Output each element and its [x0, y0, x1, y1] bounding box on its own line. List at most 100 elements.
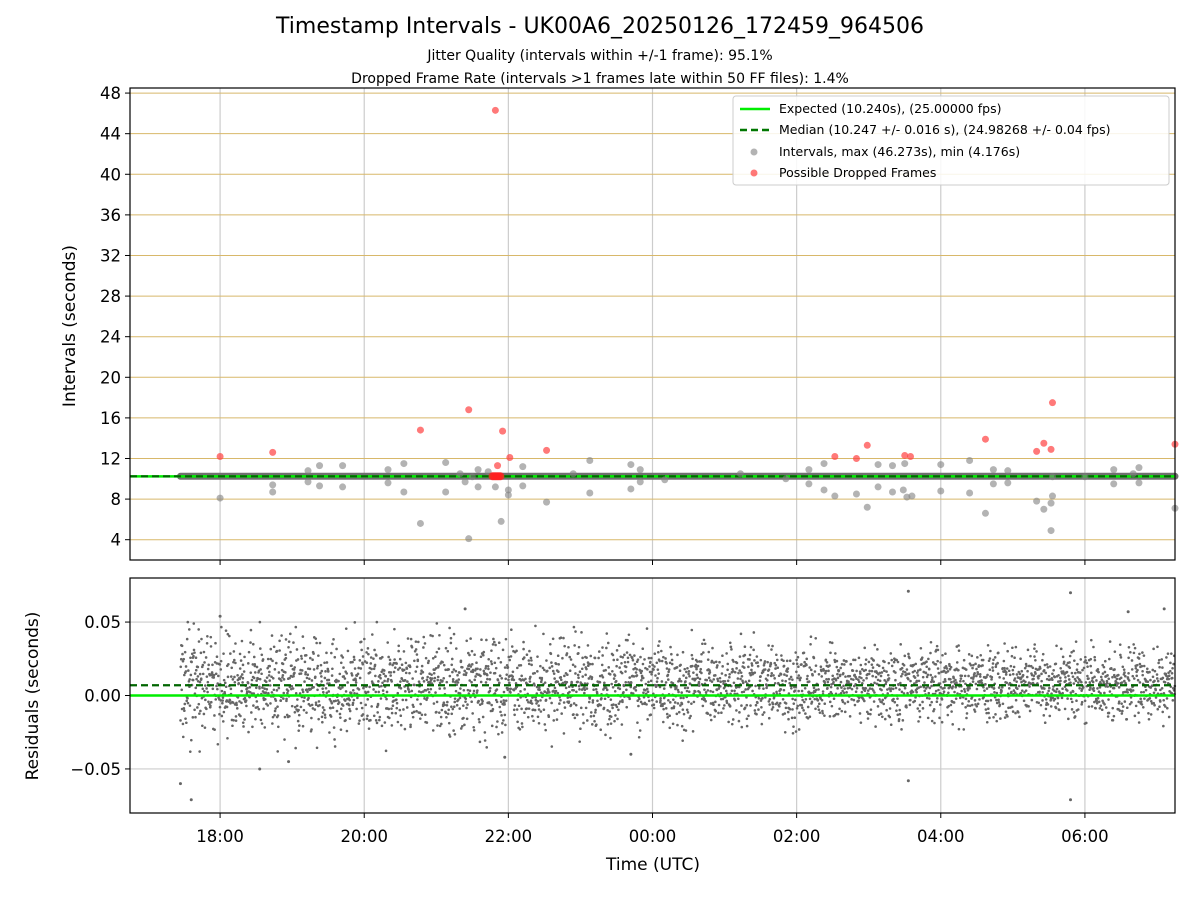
residual-point: [459, 727, 463, 730]
residual-point: [509, 691, 512, 694]
residual-point: [640, 674, 644, 678]
residual-point: [1093, 655, 1096, 659]
residual-point: [753, 709, 757, 712]
interval-point: [497, 517, 505, 525]
residual-point: [887, 661, 891, 665]
residual-point: [915, 671, 919, 674]
residual-point: [975, 674, 978, 678]
residual-point: [301, 690, 305, 694]
residual-point: [915, 679, 919, 683]
residual-point: [1040, 679, 1043, 683]
residual-point: [340, 654, 343, 657]
residual-point: [1051, 672, 1054, 676]
residual-point: [206, 680, 210, 684]
residual-point: [358, 659, 362, 662]
residual-point: [488, 686, 492, 690]
residual-point: [874, 675, 878, 679]
residual-point: [221, 720, 225, 723]
residual-point: [650, 656, 653, 660]
residual-point: [321, 687, 324, 690]
residual-point: [458, 671, 461, 674]
residual-point: [434, 691, 437, 694]
residual-point: [285, 699, 288, 703]
residual-point: [234, 661, 237, 665]
residual-point: [259, 668, 262, 671]
residual-point: [706, 658, 710, 661]
residual-point: [735, 661, 739, 665]
interval-point: [519, 463, 527, 471]
residual-point: [327, 690, 331, 693]
residual-point: [445, 680, 449, 684]
residual-point: [452, 729, 455, 732]
residual-point: [857, 696, 861, 700]
residual-point: [1091, 676, 1094, 680]
residual-point: [258, 687, 261, 690]
residual-point: [180, 688, 184, 692]
residual-point: [728, 641, 732, 645]
residual-point: [272, 645, 276, 649]
residual-point: [422, 635, 426, 639]
residual-point: [857, 678, 860, 682]
residual-point: [505, 663, 509, 667]
residual-point: [1108, 690, 1112, 693]
residual-point: [851, 669, 855, 672]
residual-point: [421, 676, 424, 680]
residual-point: [243, 696, 247, 700]
residual-point: [878, 671, 882, 675]
residual-point: [387, 655, 390, 659]
residual-point: [478, 703, 482, 706]
residual-point: [694, 677, 697, 681]
residual-point: [511, 675, 515, 678]
residual-point: [838, 673, 842, 677]
residual-point: [1013, 677, 1017, 680]
residual-point: [1041, 690, 1045, 694]
residual-point: [1068, 654, 1072, 658]
interval-point: [899, 486, 907, 494]
residual-point: [834, 678, 838, 682]
residual-point: [427, 690, 431, 694]
residual-point: [492, 637, 495, 641]
residual-point: [1142, 664, 1146, 668]
residual-point: [329, 715, 333, 718]
residual-point: [779, 688, 783, 691]
residual-point: [583, 691, 586, 695]
residual-point: [839, 666, 842, 670]
residual-point: [1092, 686, 1095, 690]
residual-point: [194, 668, 198, 672]
residual-point: [993, 691, 996, 694]
residual-point: [282, 678, 286, 681]
residual-point: [690, 628, 694, 632]
residual-point: [781, 679, 784, 682]
residual-point: [1059, 666, 1062, 670]
residual-point: [806, 674, 809, 678]
residual-point: [936, 667, 940, 670]
residual-point: [666, 678, 670, 681]
residual-point: [368, 671, 372, 674]
residual-point: [399, 714, 403, 718]
residual-point: [887, 677, 891, 680]
residual-point: [1018, 715, 1021, 719]
residual-point: [205, 675, 209, 678]
residual-point: [634, 689, 638, 692]
residual-point: [769, 674, 773, 678]
residual-point: [255, 665, 259, 669]
residual-point: [818, 711, 822, 714]
residual-point: [212, 673, 216, 677]
residual-point: [1069, 691, 1073, 694]
dropped-frame-point: [1040, 439, 1048, 447]
residual-point: [824, 658, 828, 662]
residual-point: [1002, 677, 1006, 680]
residual-point: [767, 716, 771, 720]
residual-point: [744, 688, 747, 691]
residual-point: [321, 706, 325, 709]
residual-point: [983, 689, 986, 692]
residual-point: [220, 714, 224, 718]
residual-point: [843, 710, 847, 714]
residual-point: [409, 723, 412, 727]
residual-point: [410, 689, 414, 693]
residual-point: [997, 651, 1000, 655]
residual-point: [194, 715, 197, 719]
residual-point: [537, 704, 541, 707]
residual-point: [503, 703, 506, 706]
residual-point: [670, 658, 674, 662]
